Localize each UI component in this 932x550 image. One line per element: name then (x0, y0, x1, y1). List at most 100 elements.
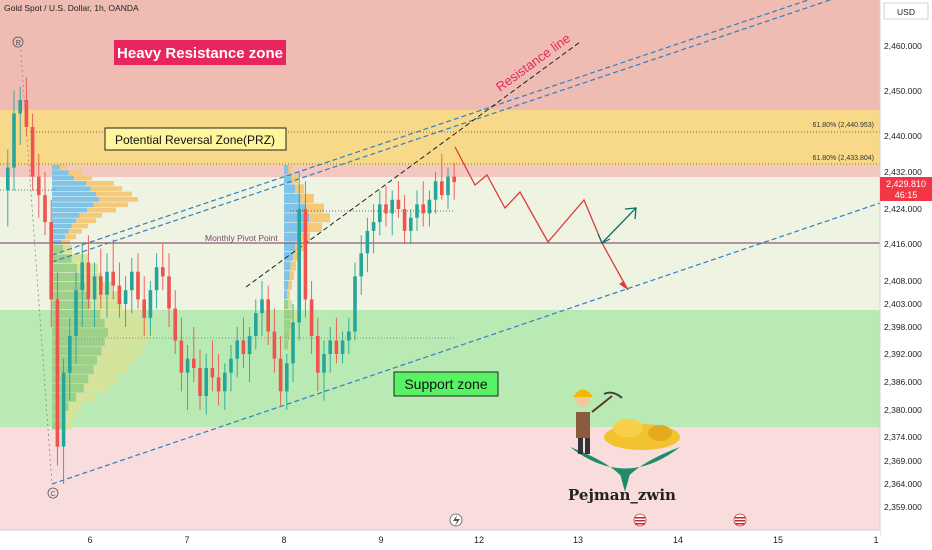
candle-body[interactable] (167, 276, 171, 309)
candle-body[interactable] (61, 372, 66, 447)
candle-body[interactable] (80, 262, 84, 291)
candle-body[interactable] (409, 217, 413, 231)
volume-profile-bar (292, 251, 300, 261)
candle-body[interactable] (347, 331, 351, 341)
volume-profile-bar (52, 197, 100, 202)
candle-body[interactable] (371, 222, 376, 231)
volume-profile-bar (76, 393, 96, 402)
candle-body[interactable] (105, 271, 109, 295)
candle-body[interactable] (12, 113, 16, 168)
candle-body[interactable] (247, 336, 252, 354)
candle-body[interactable] (322, 354, 326, 373)
volume-profile-bar (59, 165, 66, 170)
candle-body[interactable] (359, 253, 363, 277)
upper-channel-line-1[interactable] (51, 0, 831, 263)
candle-body[interactable] (334, 340, 339, 355)
currency-label: USD (897, 7, 915, 17)
current-price-tag (880, 177, 932, 201)
candle-body[interactable] (136, 271, 140, 300)
candle-body[interactable] (309, 299, 314, 336)
candle-body[interactable] (92, 276, 97, 300)
volume-profile-bar (86, 181, 114, 186)
volume-profile-bar (88, 374, 118, 384)
flash-event-icon[interactable] (449, 513, 463, 527)
candle-body[interactable] (421, 204, 425, 214)
candle-body[interactable] (378, 204, 382, 223)
volume-profile-bar (97, 356, 134, 365)
candle-body[interactable] (223, 372, 227, 392)
candle-body[interactable] (328, 340, 332, 355)
candle-body[interactable] (260, 299, 264, 314)
candle-body[interactable] (297, 209, 301, 323)
candle-body[interactable] (353, 276, 357, 332)
candle-body[interactable] (340, 340, 345, 355)
candle-body[interactable] (111, 271, 115, 286)
volume-profile-bar (284, 261, 291, 271)
candle-body[interactable] (148, 290, 153, 318)
candle-body[interactable] (316, 336, 320, 373)
candle-body[interactable] (446, 176, 450, 196)
candle-body[interactable] (303, 209, 308, 300)
candle-body[interactable] (173, 308, 177, 341)
volume-profile-bar (68, 229, 82, 234)
price-axis[interactable] (880, 0, 932, 550)
candle-body[interactable] (229, 358, 233, 373)
candle-body[interactable] (402, 209, 407, 231)
candles[interactable] (6, 77, 456, 485)
candle-body[interactable] (278, 358, 283, 392)
ab-leg-line[interactable] (19, 39, 53, 485)
candle-body[interactable] (154, 267, 159, 291)
candle-body[interactable] (254, 313, 258, 336)
candle-body[interactable] (452, 176, 456, 183)
candle-body[interactable] (99, 276, 103, 295)
time-axis[interactable] (0, 530, 880, 550)
candle-body[interactable] (68, 336, 72, 373)
candle-body[interactable] (185, 358, 190, 373)
candle-body[interactable] (179, 340, 184, 373)
candle-body[interactable] (49, 222, 53, 300)
candle-body[interactable] (365, 230, 370, 254)
candle-body[interactable] (433, 181, 438, 200)
candle-body[interactable] (285, 363, 289, 392)
candle-body[interactable] (130, 271, 134, 291)
candle-body[interactable] (415, 204, 419, 218)
candle-body[interactable] (396, 199, 401, 209)
candle-body[interactable] (161, 267, 165, 277)
candle-body[interactable] (198, 368, 202, 396)
candle-body[interactable] (6, 167, 10, 191)
candle-body[interactable] (123, 290, 128, 304)
candle-body[interactable] (210, 368, 215, 378)
candle-body[interactable] (427, 199, 432, 214)
us-flag-event-icon-2[interactable] (733, 513, 747, 527)
candle-body[interactable] (216, 377, 221, 392)
volume-profile-bar (284, 203, 306, 213)
resistance-line[interactable] (245, 41, 581, 288)
us-flag-event-icon-1[interactable] (633, 513, 647, 527)
candle-body[interactable] (440, 181, 444, 196)
candle-body[interactable] (117, 285, 122, 304)
fib-level-1-label: 61.80% (2,440.953) (813, 122, 875, 129)
candle-body[interactable] (37, 176, 41, 196)
candle-body[interactable] (291, 322, 295, 364)
candle-body[interactable] (266, 299, 270, 332)
candle-body[interactable] (43, 195, 47, 223)
candle-body[interactable] (86, 262, 91, 300)
lower-channel-line[interactable] (51, 202, 881, 485)
currency-button[interactable] (883, 2, 929, 20)
candle-body[interactable] (55, 299, 60, 447)
candle-body[interactable] (241, 340, 246, 355)
candle-body[interactable] (235, 340, 239, 359)
volume-profile-bar (284, 340, 289, 350)
candle-body[interactable] (18, 100, 22, 114)
upper-channel-line-2[interactable] (51, 0, 809, 256)
candle-body[interactable] (24, 100, 29, 127)
candle-body[interactable] (390, 199, 394, 214)
candle-body[interactable] (192, 358, 196, 368)
candle-body[interactable] (30, 127, 35, 177)
candle-body[interactable] (74, 290, 78, 336)
candle-body[interactable] (272, 331, 277, 359)
candle-body[interactable] (142, 299, 146, 318)
candle-body[interactable] (384, 204, 388, 214)
candle-body[interactable] (204, 368, 208, 396)
